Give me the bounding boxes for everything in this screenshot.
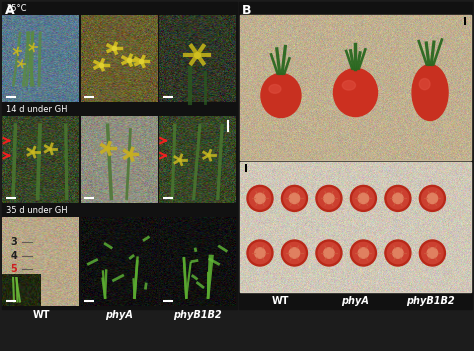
Circle shape xyxy=(385,185,411,211)
Ellipse shape xyxy=(342,80,356,90)
Text: A: A xyxy=(5,4,15,17)
Bar xyxy=(240,15,471,160)
Circle shape xyxy=(318,242,339,264)
Circle shape xyxy=(392,248,403,258)
Ellipse shape xyxy=(269,85,281,93)
Circle shape xyxy=(289,193,300,204)
Circle shape xyxy=(316,185,342,211)
Text: I: I xyxy=(463,17,467,27)
Text: 25°C: 25°C xyxy=(6,4,27,13)
Circle shape xyxy=(324,248,334,258)
Circle shape xyxy=(419,240,446,266)
Text: B: B xyxy=(242,4,252,17)
Bar xyxy=(239,2,472,309)
Text: phyA: phyA xyxy=(106,310,134,320)
Circle shape xyxy=(318,188,339,209)
Circle shape xyxy=(249,188,271,209)
Circle shape xyxy=(353,242,374,264)
Text: I: I xyxy=(244,164,248,174)
Circle shape xyxy=(289,248,300,258)
Circle shape xyxy=(387,188,409,209)
Circle shape xyxy=(284,188,305,209)
Ellipse shape xyxy=(334,68,377,117)
Circle shape xyxy=(255,193,265,204)
Text: 3: 3 xyxy=(10,237,17,247)
Text: WT: WT xyxy=(32,310,50,320)
Circle shape xyxy=(387,242,409,264)
Ellipse shape xyxy=(261,73,301,118)
Circle shape xyxy=(282,240,308,266)
Circle shape xyxy=(282,185,308,211)
Bar xyxy=(2,2,237,309)
Circle shape xyxy=(350,240,376,266)
Circle shape xyxy=(419,185,446,211)
Text: 4: 4 xyxy=(10,251,17,261)
Circle shape xyxy=(249,242,271,264)
Circle shape xyxy=(427,248,438,258)
Text: phyB1B2: phyB1B2 xyxy=(406,296,455,306)
Ellipse shape xyxy=(419,79,430,90)
Circle shape xyxy=(324,193,334,204)
Text: WT: WT xyxy=(272,296,290,306)
Ellipse shape xyxy=(412,65,448,120)
Circle shape xyxy=(427,193,438,204)
Text: 5: 5 xyxy=(10,264,17,274)
Circle shape xyxy=(358,193,369,204)
Circle shape xyxy=(422,188,443,209)
Circle shape xyxy=(316,240,342,266)
Circle shape xyxy=(247,240,273,266)
Circle shape xyxy=(358,248,369,258)
Circle shape xyxy=(392,193,403,204)
Circle shape xyxy=(247,185,273,211)
Circle shape xyxy=(353,188,374,209)
Circle shape xyxy=(284,242,305,264)
Circle shape xyxy=(385,240,411,266)
Bar xyxy=(240,162,471,292)
Text: phyA: phyA xyxy=(342,296,369,306)
Text: 35 d under GH: 35 d under GH xyxy=(6,206,68,215)
Circle shape xyxy=(422,242,443,264)
Text: phyB1B2: phyB1B2 xyxy=(173,310,222,320)
Text: 14 d under GH: 14 d under GH xyxy=(6,105,67,114)
Circle shape xyxy=(255,248,265,258)
Circle shape xyxy=(350,185,376,211)
